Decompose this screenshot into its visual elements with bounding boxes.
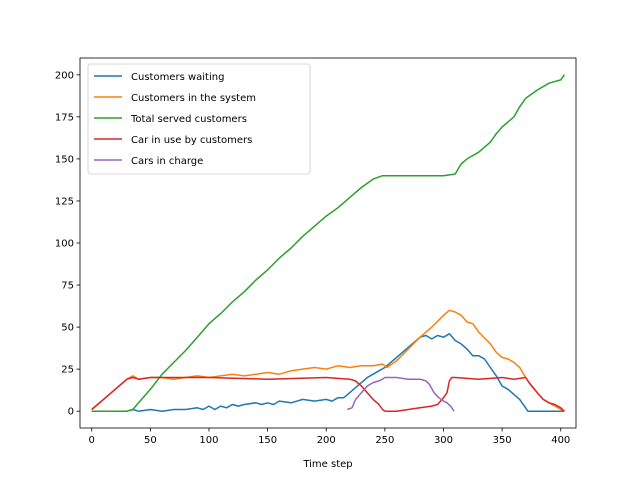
legend-label-0: Customers waiting xyxy=(131,72,224,83)
x-tick-label: 50 xyxy=(144,435,157,446)
x-tick-label: 300 xyxy=(434,435,453,446)
x-axis: 0 50 100 150 200 250 300 350 400 xyxy=(89,428,570,446)
x-axis-label: Time step xyxy=(302,459,352,470)
y-tick-label: 50 xyxy=(61,323,74,334)
x-tick-label: 400 xyxy=(551,435,570,446)
legend-label-2: Total served customers xyxy=(130,114,247,125)
x-tick-label: 250 xyxy=(375,435,394,446)
y-axis: 0 25 50 75 100 125 150 175 200 xyxy=(55,70,80,418)
y-tick-label: 200 xyxy=(55,70,74,81)
y-tick-label: 25 xyxy=(61,365,74,376)
x-tick-label: 0 xyxy=(89,435,95,446)
series-line-0 xyxy=(91,333,565,412)
plot-lines xyxy=(91,74,565,412)
y-tick-label: 75 xyxy=(61,281,74,292)
x-tick-label: 150 xyxy=(258,435,277,446)
series-line-4 xyxy=(347,376,455,412)
legend-label-3: Car in use by customers xyxy=(131,135,252,146)
x-tick-label: 350 xyxy=(493,435,512,446)
y-tick-label: 150 xyxy=(55,154,74,165)
legend-label-4: Cars in charge xyxy=(131,156,203,167)
y-tick-label: 100 xyxy=(55,239,74,250)
y-tick-label: 0 xyxy=(68,407,74,418)
legend-label-1: Customers in the system xyxy=(131,93,256,104)
legend-box xyxy=(87,63,311,175)
legend: Customers waiting Customers in the system… xyxy=(87,63,311,175)
x-tick-label: 200 xyxy=(317,435,336,446)
x-tick-label: 100 xyxy=(199,435,218,446)
series-line-3 xyxy=(91,376,565,412)
y-tick-label: 175 xyxy=(55,112,74,123)
y-tick-label: 125 xyxy=(55,196,74,207)
series-line-2 xyxy=(91,74,565,412)
